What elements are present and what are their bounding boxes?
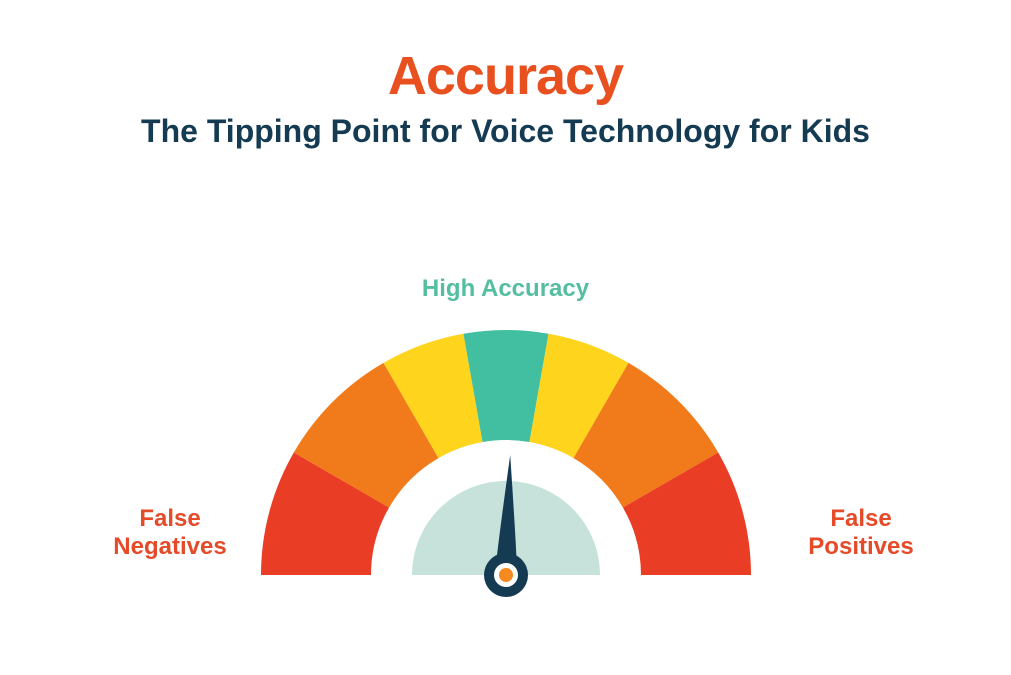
gauge-label-false-positives: False Positives — [791, 505, 931, 560]
gauge-hub-center — [499, 568, 513, 582]
gauge-label-false-negatives: False Negatives — [100, 505, 240, 560]
page-subtitle: The Tipping Point for Voice Technology f… — [0, 113, 1011, 150]
label-text: False — [139, 505, 200, 532]
label-text: Negatives — [113, 533, 226, 560]
gauge-label-high-accuracy: High Accuracy — [0, 275, 1011, 303]
label-text: Positives — [808, 533, 913, 560]
accuracy-gauge — [246, 320, 766, 610]
label-text: False — [830, 505, 891, 532]
page-title: Accuracy — [0, 45, 1011, 107]
